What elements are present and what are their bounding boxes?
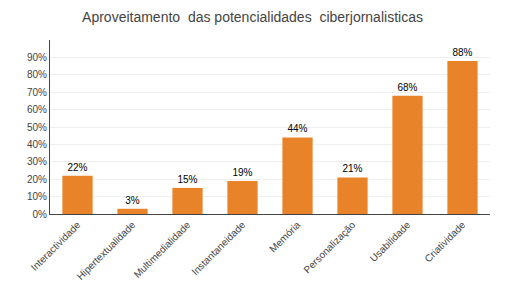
svg-text:Multimedialidade: Multimedialidade: [132, 219, 193, 280]
svg-text:0%: 0%: [33, 209, 48, 220]
svg-text:19%: 19%: [232, 167, 252, 178]
svg-text:Aproveitamento das potenciali: Aproveitamento das potencialidades ciber…: [82, 9, 423, 25]
svg-text:44%: 44%: [287, 123, 307, 134]
svg-text:50%: 50%: [27, 122, 47, 133]
svg-text:Personalização: Personalização: [301, 219, 357, 275]
svg-text:Memória: Memória: [267, 219, 303, 255]
svg-text:60%: 60%: [27, 104, 47, 115]
svg-text:30%: 30%: [27, 156, 47, 167]
svg-text:40%: 40%: [27, 139, 47, 150]
svg-text:22%: 22%: [67, 162, 87, 173]
svg-text:80%: 80%: [27, 69, 47, 80]
svg-text:Hipertextualidade: Hipertextualidade: [75, 219, 138, 282]
svg-text:88%: 88%: [452, 47, 472, 58]
svg-text:15%: 15%: [177, 174, 197, 185]
svg-text:Criatividade: Criatividade: [422, 219, 467, 264]
svg-text:20%: 20%: [27, 174, 47, 185]
svg-text:Interactividade: Interactividade: [29, 219, 83, 273]
svg-text:Instantaneidade: Instantaneidade: [189, 219, 247, 277]
svg-text:Usabilidade: Usabilidade: [368, 219, 413, 264]
svg-text:70%: 70%: [27, 87, 47, 98]
svg-text:90%: 90%: [27, 52, 47, 63]
svg-text:21%: 21%: [342, 163, 362, 174]
svg-text:3%: 3%: [125, 195, 140, 206]
svg-text:10%: 10%: [27, 191, 47, 202]
svg-text:68%: 68%: [397, 82, 417, 93]
